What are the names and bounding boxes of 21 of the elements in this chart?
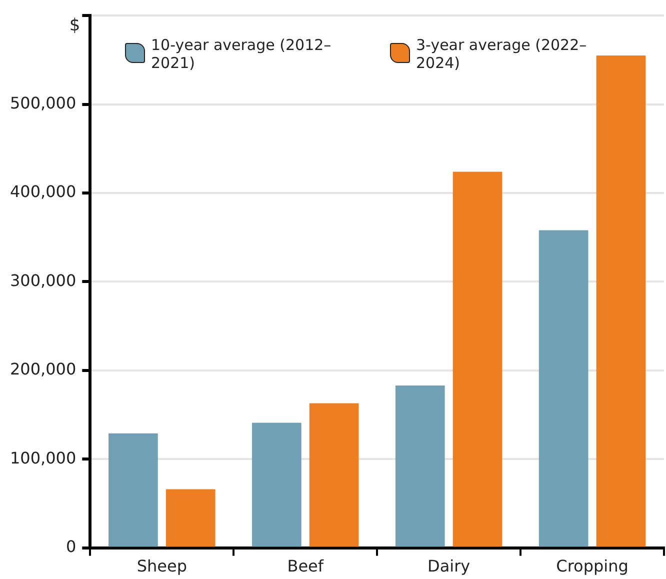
x-tick-label: Beef <box>287 556 324 576</box>
y-tick-label: 500,000 <box>10 93 76 112</box>
bar <box>596 56 646 547</box>
bar <box>452 172 502 547</box>
bar <box>309 403 359 547</box>
y-tick-label: 300,000 <box>10 270 76 290</box>
y-axis-title: $ <box>69 16 80 36</box>
x-tick-label: Dairy <box>428 556 470 576</box>
bar <box>538 230 588 547</box>
bar <box>252 422 302 547</box>
bar <box>166 489 216 547</box>
x-tick-label: Cropping <box>556 556 628 576</box>
bar <box>395 385 445 547</box>
legend-label: 10-year average (2012–2021) <box>151 36 332 72</box>
legend-label: 3-year average (2022–2024) <box>416 36 588 72</box>
y-tick-label: 100,000 <box>10 448 76 468</box>
x-tick-label: Sheep <box>136 556 187 576</box>
y-tick-label: 400,000 <box>10 182 76 202</box>
y-tick-label: 200,000 <box>10 360 76 379</box>
y-tick-label: 0 <box>66 536 76 556</box>
bar <box>108 433 158 547</box>
